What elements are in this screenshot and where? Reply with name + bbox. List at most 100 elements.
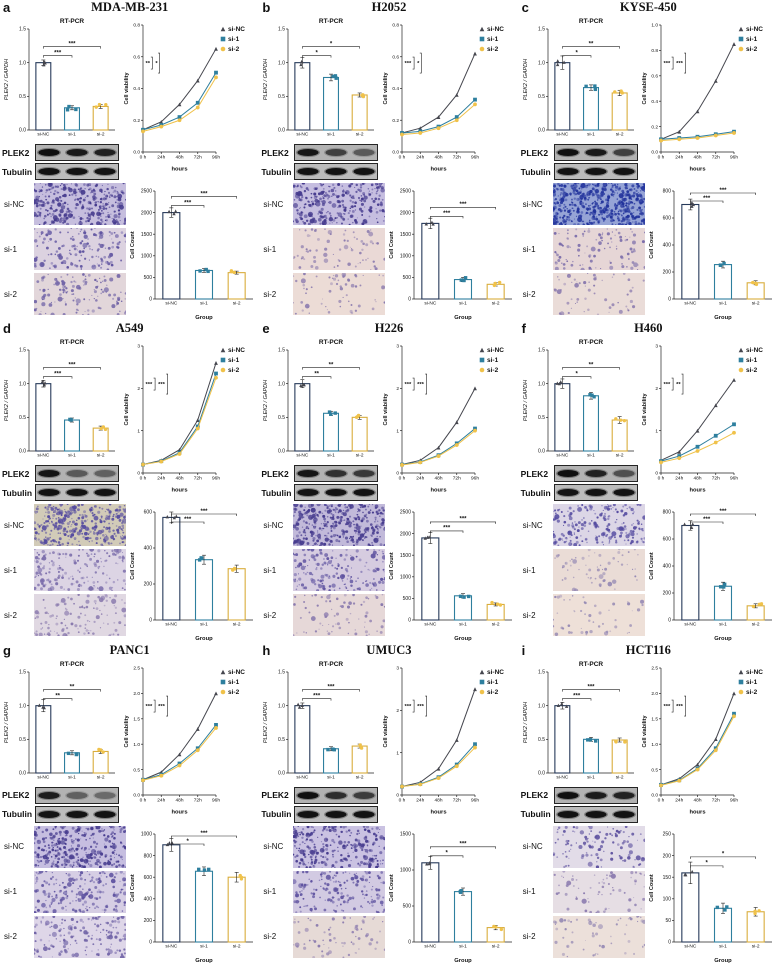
- svg-text:1.0: 1.0: [19, 60, 26, 66]
- blot-row-tubulin: Tubulin: [521, 483, 639, 502]
- migration-row: si-NC: [4, 183, 128, 225]
- migration-label: si-2: [522, 289, 536, 299]
- tubulin-blot-image: [294, 484, 379, 502]
- migration-row: si-1: [4, 549, 128, 592]
- cellcount-bar-chart: 0 200 400 600 Cell Count si-NC si-1 si-2 Group **…: [130, 509, 253, 642]
- svg-text:Cell viability: Cell viability: [124, 714, 130, 747]
- svg-text:si-2: si-2: [97, 774, 105, 780]
- svg-text:1500: 1500: [400, 553, 411, 559]
- svg-text:1.5: 1.5: [538, 348, 545, 354]
- svg-text:si-NC: si-NC: [487, 26, 504, 33]
- svg-text:Cell viability: Cell viability: [383, 393, 389, 426]
- svg-text:0: 0: [656, 471, 659, 477]
- svg-text:si-2: si-2: [233, 301, 241, 307]
- top-charts-row: RT-PCR 0.0 0.5 1.0 1.5 PLEK2 / GAPDH si-NC si-1…: [0, 336, 259, 502]
- svg-text:si-2: si-2: [746, 368, 758, 375]
- panel-letter: i: [521, 642, 526, 658]
- panel-title: UMUC3: [366, 642, 412, 657]
- left-column: RT-PCR 0.0 0.5 1.0 1.5 PLEK2 / GAPDH si-NC si-1…: [521, 658, 639, 824]
- svg-text:0: 0: [137, 471, 140, 477]
- svg-text:24h: 24h: [157, 476, 165, 482]
- figure-panel-c: c KYSE-450 RT-PCR 0.0 0.5 1.0 1.5 PLEK2 / GAP…: [519, 0, 778, 321]
- migration-image-si-1: [552, 549, 645, 592]
- rtpcr-bar-chart: RT-PCR 0.0 0.5 1.0 1.5 PLEK2 / GAPDH si-NC si-1…: [4, 18, 115, 138]
- svg-text:Group: Group: [714, 636, 732, 642]
- figure-panel-a: a MDA-MB-231 RT-PCR 0.0 0.5 1.0 1.5 PLEK2 / G…: [0, 0, 259, 321]
- right-column: 0.0 0.2 0.4 0.6 0.8 1.0 Cell viability 0 h 24h 48…: [639, 15, 778, 181]
- western-blot: PLEK2 Tubulin: [2, 786, 120, 824]
- migration-label: si-1: [522, 244, 536, 254]
- svg-text:0: 0: [668, 618, 671, 624]
- svg-text:0: 0: [409, 297, 412, 303]
- migration-row: si-1: [523, 549, 647, 592]
- svg-text:si-2: si-2: [492, 622, 500, 628]
- svg-text:2500: 2500: [141, 189, 152, 195]
- svg-text:si-2: si-2: [492, 301, 500, 307]
- bottom-row: si-NC si-1 si-2 0 50 100 150 200 250 Cell Count s…: [519, 825, 778, 964]
- svg-text:si-NC: si-NC: [37, 132, 50, 138]
- svg-text:PLEK2 / GAPDH: PLEK2 / GAPDH: [4, 702, 10, 743]
- svg-text:0.2: 0.2: [133, 118, 140, 124]
- panel-header: h UMUC3: [259, 643, 518, 658]
- svg-text:72h: 72h: [453, 476, 461, 482]
- svg-text:si-2: si-2: [746, 46, 758, 53]
- panel-header: d A549: [0, 321, 259, 336]
- blot-row-tubulin: Tubulin: [521, 162, 639, 181]
- panel-letter: f: [521, 321, 526, 337]
- svg-text:1.5: 1.5: [538, 27, 545, 33]
- migration-image-si-2: [293, 594, 386, 637]
- migration-label: si-1: [4, 565, 17, 575]
- svg-text:0.5: 0.5: [538, 94, 545, 100]
- svg-text:2000: 2000: [400, 532, 411, 538]
- svg-text:***: ***: [664, 61, 672, 67]
- migration-label: si-1: [4, 244, 17, 254]
- viability-line-chart: 0 1 2 3 Cell viability 0 h 24h 48h 72h 96h hours si…: [383, 344, 504, 494]
- svg-text:***: ***: [719, 509, 727, 515]
- tubulin-blot-image: [294, 805, 379, 823]
- migration-image-si-1: [34, 549, 126, 592]
- svg-text:***: ***: [703, 517, 711, 523]
- panel-title: H2052: [371, 0, 407, 14]
- svg-text:Cell viability: Cell viability: [383, 72, 389, 105]
- svg-text:1: 1: [396, 429, 399, 435]
- svg-text:***: ***: [443, 211, 451, 217]
- blot-row-tubulin: Tubulin: [261, 162, 379, 181]
- right-column: 0 1 2 3 Cell viability 0 h 24h 48h 72h 96h hours si…: [379, 336, 518, 502]
- svg-text:Cell Count: Cell Count: [389, 231, 395, 259]
- svg-text:Group: Group: [455, 636, 473, 642]
- svg-text:***: ***: [443, 526, 451, 532]
- svg-text:0 h: 0 h: [399, 155, 406, 161]
- svg-text:1.0: 1.0: [19, 382, 26, 388]
- svg-text:si-2: si-2: [487, 368, 499, 375]
- migration-image-si-NC: [552, 183, 645, 225]
- svg-text:24h: 24h: [676, 155, 684, 161]
- tubulin-blot-image: [35, 163, 119, 180]
- cellcount-bar-chart: 0 200 400 600 800 Cell Count si-NC si-1 si-2 Grou…: [649, 509, 772, 642]
- migration-row: si-2: [4, 594, 128, 637]
- svg-text:0.5: 0.5: [19, 737, 26, 743]
- blot-label-tubulin: Tubulin: [520, 166, 551, 177]
- migration-label: si-2: [4, 932, 17, 942]
- svg-text:72h: 72h: [193, 155, 201, 161]
- svg-text:2.0: 2.0: [133, 691, 140, 697]
- migration-label: si-1: [263, 565, 277, 575]
- blot-label-plek2: PLEK2: [261, 468, 289, 479]
- svg-text:si-NC: si-NC: [165, 622, 178, 628]
- svg-text:0.0: 0.0: [19, 770, 26, 776]
- migration-image-si-1: [293, 870, 386, 913]
- svg-text:hours: hours: [171, 488, 187, 494]
- figure-panel-b: b H2052 RT-PCR 0.0 0.5 1.0 1.5 PLEK2 / GAPDH s…: [259, 0, 518, 321]
- svg-text:800: 800: [662, 189, 671, 195]
- svg-text:PLEK2 / GAPDH: PLEK2 / GAPDH: [523, 380, 529, 421]
- svg-text:**: **: [70, 684, 75, 690]
- svg-text:1500: 1500: [400, 232, 411, 238]
- panel-header: g PANC1: [0, 643, 259, 658]
- svg-text:si-2: si-2: [97, 132, 105, 138]
- svg-text:0.0: 0.0: [652, 150, 659, 156]
- svg-text:Cell Count: Cell Count: [649, 552, 655, 580]
- svg-text:hours: hours: [171, 809, 187, 815]
- migration-image-si-NC: [293, 825, 386, 868]
- western-blot: PLEK2 Tubulin: [2, 464, 120, 502]
- migration-row: si-1: [4, 870, 128, 913]
